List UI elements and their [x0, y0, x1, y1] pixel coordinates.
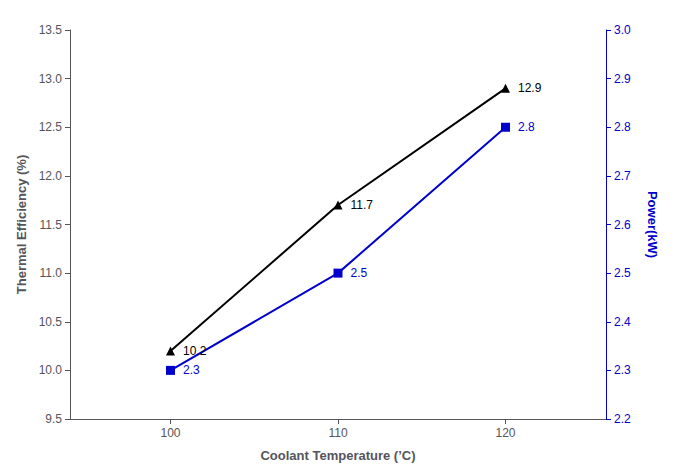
svg-text:100: 100	[160, 426, 180, 440]
svg-text:2.3: 2.3	[183, 363, 200, 377]
svg-text:120: 120	[495, 426, 515, 440]
svg-text:2.7: 2.7	[614, 169, 631, 183]
svg-text:2.2: 2.2	[614, 412, 631, 426]
svg-text:13.5: 13.5	[39, 23, 63, 37]
svg-text:12.0: 12.0	[39, 169, 63, 183]
svg-text:2.5: 2.5	[351, 266, 368, 280]
svg-text:10.2: 10.2	[183, 344, 207, 358]
svg-text:2.9: 2.9	[614, 72, 631, 86]
svg-text:12.9: 12.9	[518, 81, 542, 95]
svg-text:11.0: 11.0	[40, 266, 63, 280]
svg-text:Power(kW): Power(kW)	[645, 191, 660, 258]
svg-text:Coolant Temperature (’C): Coolant Temperature (’C)	[260, 448, 415, 463]
svg-text:3.0: 3.0	[614, 23, 631, 37]
svg-text:2.8: 2.8	[518, 120, 535, 134]
svg-text:12.5: 12.5	[39, 120, 63, 134]
svg-text:2.6: 2.6	[614, 218, 631, 232]
svg-text:2.5: 2.5	[614, 266, 631, 280]
svg-text:13.0: 13.0	[39, 72, 63, 86]
svg-text:2.8: 2.8	[614, 120, 631, 134]
svg-text:10.0: 10.0	[39, 363, 63, 377]
svg-text:2.3: 2.3	[614, 363, 631, 377]
svg-text:10.5: 10.5	[39, 315, 63, 329]
svg-text:9.5: 9.5	[45, 412, 62, 426]
svg-text:Thermal Efficiency (%): Thermal Efficiency (%)	[14, 155, 29, 294]
svg-text:110: 110	[328, 426, 347, 440]
svg-text:11.5: 11.5	[40, 218, 63, 232]
svg-text:11.7: 11.7	[351, 198, 374, 212]
svg-text:2.4: 2.4	[614, 315, 631, 329]
